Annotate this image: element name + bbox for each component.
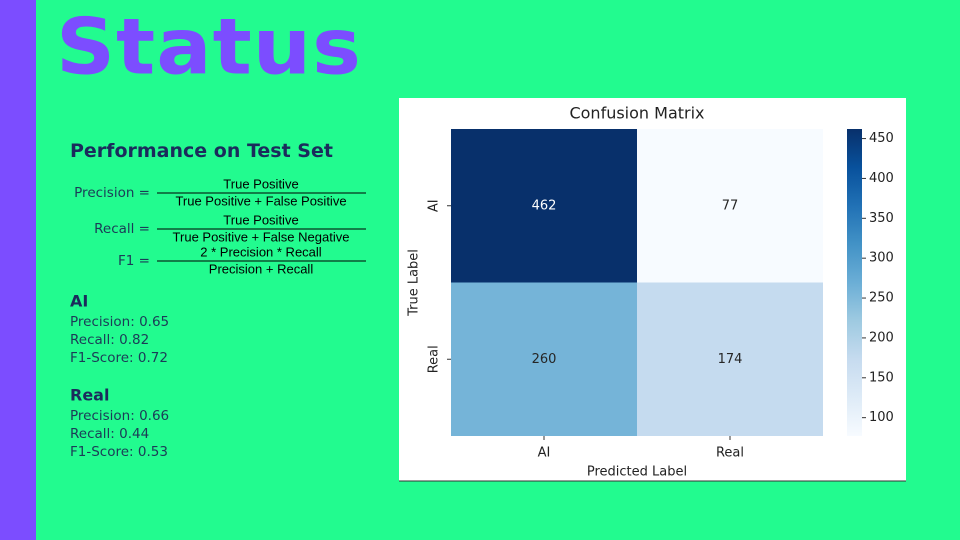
metric: F1-Score: 0.53	[70, 444, 168, 460]
x-axis-label: Predicted Label	[587, 465, 687, 480]
formula-label: Precision =	[74, 185, 150, 201]
side-bar	[0, 0, 36, 540]
formula-label: F1 =	[118, 253, 150, 269]
metric: Recall: 0.82	[70, 332, 149, 348]
chart-title: Confusion Matrix	[569, 104, 704, 123]
metric: F1-Score: 0.72	[70, 350, 168, 366]
x-tick-label: AI	[538, 446, 551, 461]
cell-label: 174	[718, 352, 743, 367]
metric: Recall: 0.44	[70, 426, 149, 442]
denominator: Precision + Recall	[209, 261, 314, 276]
denominator: True Positive + False Negative	[173, 229, 350, 244]
colorbar-tick-label: 350	[869, 211, 894, 226]
colorbar-tick-label: 450	[869, 131, 894, 146]
metrics-panel: Precision = True Positive True Positive + …	[70, 176, 366, 460]
cell-label: 77	[722, 198, 739, 213]
colorbar-tick-label: 250	[869, 291, 894, 306]
cell-label: 462	[532, 198, 557, 213]
x-tick-label: Real	[716, 446, 744, 461]
colorbar-tick-label: 150	[869, 370, 894, 385]
metric: Precision: 0.66	[70, 408, 169, 424]
class-name: AI	[70, 292, 88, 311]
metric: Precision: 0.65	[70, 314, 169, 330]
colorbar	[847, 129, 862, 436]
colorbar-tick-label: 400	[869, 171, 894, 186]
heatmap-cell	[451, 282, 637, 436]
heatmap-cell	[637, 129, 823, 283]
heatmap-cell	[637, 282, 823, 436]
numerator: True Positive	[223, 176, 298, 191]
numerator: True Positive	[223, 212, 298, 227]
y-tick-label: AI	[427, 199, 442, 212]
y-tick-label: Real	[427, 345, 442, 373]
cell-label: 260	[532, 352, 557, 367]
denominator: True Positive + False Positive	[175, 193, 346, 208]
class-name: Real	[70, 386, 109, 405]
colorbar-tick-label: 100	[869, 410, 894, 425]
y-axis-label: True Label	[407, 249, 422, 317]
slide-title: Status	[56, 2, 362, 93]
colorbar-tick-label: 200	[869, 330, 894, 345]
heatmap-cell	[451, 129, 637, 283]
formula-label: Recall =	[94, 221, 150, 237]
numerator: 2 * Precision * Recall	[200, 244, 321, 259]
section-heading: Performance on Test Set	[70, 140, 333, 162]
colorbar-tick-label: 300	[869, 251, 894, 266]
